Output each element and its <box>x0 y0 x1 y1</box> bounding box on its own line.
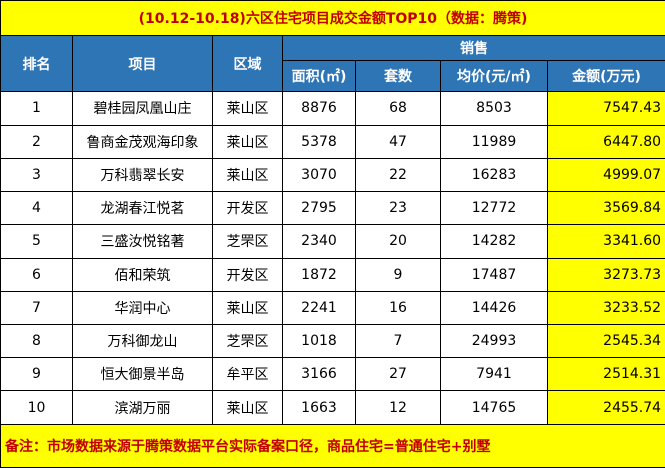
table-cell: 莱山区 <box>212 124 283 159</box>
table-cell: 牟平区 <box>212 357 283 392</box>
table-cell: 3166 <box>282 357 356 392</box>
table-row: (10.12-10.18)六区住宅项目成交金额TOP10（数据：腾策) <box>0 0 665 37</box>
table-row: 1 碧桂园凤凰山庄 莱山区 8876 68 8503 7547.43 <box>0 91 665 126</box>
table-row: 7 华润中心 莱山区 2241 16 14426 3233.52 <box>0 290 665 326</box>
table-cell: 7941 <box>440 357 548 392</box>
table-row: 5 三盛汝悦铭著 芝罘区 2340 20 14282 3341.60 <box>0 224 665 259</box>
table-cell: 20 <box>355 224 441 259</box>
title: (10.12-10.18)六区住宅项目成交金额TOP10（数据：腾策) <box>0 0 665 37</box>
table-cell: 1018 <box>282 324 356 359</box>
table-cell: 莱山区 <box>212 290 283 326</box>
table-row: 9 恒大御景半岛 牟平区 3166 27 7941 2514.31 <box>0 357 665 392</box>
table-cell: 3273.73 <box>546 257 665 292</box>
table-cell: 万科翡翠长安 <box>72 157 213 193</box>
table-cell: 6447.80 <box>546 124 665 159</box>
column-header: 区域 <box>212 35 283 93</box>
table-cell: 3 <box>0 157 73 193</box>
table-row: 3 万科翡翠长安 莱山区 3070 22 16283 4999.07 <box>0 157 665 193</box>
table-cell: 1 <box>0 91 73 126</box>
table-cell: 17487 <box>440 257 548 292</box>
table-cell: 14282 <box>440 224 548 259</box>
table-cell: 2340 <box>282 224 356 259</box>
column-header: 套数 <box>355 60 441 93</box>
table-cell: 莱山区 <box>212 157 283 193</box>
table-cell: 12772 <box>440 191 548 226</box>
table-cell: 恒大御景半岛 <box>72 357 213 392</box>
column-header: 面积(㎡) <box>282 60 356 93</box>
table-cell: 滨湖万丽 <box>72 390 213 425</box>
table-cell: 16 <box>355 290 441 326</box>
table-cell: 7 <box>0 290 73 326</box>
table-cell: 5 <box>0 224 73 259</box>
table-cell: 鲁商金茂观海印象 <box>72 124 213 159</box>
table-cell: 2514.31 <box>546 357 665 392</box>
table-row: 10 滨湖万丽 莱山区 1663 12 14765 2455.74 <box>0 390 665 425</box>
table-cell: 22 <box>355 157 441 193</box>
table-cell: 5378 <box>282 124 356 159</box>
table-cell: 7547.43 <box>546 91 665 126</box>
table-cell: 27 <box>355 357 441 392</box>
table-cell: 4 <box>0 191 73 226</box>
table-cell: 3070 <box>282 157 356 193</box>
table-cell: 莱山区 <box>212 91 283 126</box>
table-cell: 10 <box>0 390 73 425</box>
table-cell: 8 <box>0 324 73 359</box>
table-cell: 1872 <box>282 257 356 292</box>
table-cell: 开发区 <box>212 257 283 292</box>
table-cell: 万科御龙山 <box>72 324 213 359</box>
table-cell: 4999.07 <box>546 157 665 193</box>
table-cell: 莱山区 <box>212 390 283 425</box>
table-cell: 16283 <box>440 157 548 193</box>
table-cell: 11989 <box>440 124 548 159</box>
table-row: 2 鲁商金茂观海印象 莱山区 5378 47 11989 6447.80 <box>0 124 665 159</box>
table-cell: 24993 <box>440 324 548 359</box>
table-cell: 龙湖春江悦茗 <box>72 191 213 226</box>
table-cell: 9 <box>355 257 441 292</box>
footnote: 备注：市场数据来源于腾策数据平台实际备案口径，商品住宅=普通住宅+别墅 <box>0 423 665 468</box>
table-row: 面积(㎡) 套数 均价(元/㎡) 金额(万元) <box>1 60 665 93</box>
table-cell: 3341.60 <box>546 224 665 259</box>
table-cell: 华润中心 <box>72 290 213 326</box>
table-row: 6 佰和荣筑 开发区 1872 9 17487 3273.73 <box>0 257 665 292</box>
table-cell: 12 <box>355 390 441 425</box>
table-cell: 2241 <box>282 290 356 326</box>
table-cell: 2545.34 <box>546 324 665 359</box>
table-cell: 芝罘区 <box>212 224 283 259</box>
table-cell: 2 <box>0 124 73 159</box>
table-cell: 23 <box>355 191 441 226</box>
table-cell: 开发区 <box>212 191 283 226</box>
table-cell: 1663 <box>282 390 356 425</box>
table-row: 排名 项目 区域 销售 <box>0 35 665 93</box>
table-cell: 2795 <box>282 191 356 226</box>
column-header: 金额(万元) <box>546 60 665 93</box>
group-header: 销售 <box>281 35 665 62</box>
table-cell: 14765 <box>440 390 548 425</box>
table-cell: 碧桂园凤凰山庄 <box>72 91 213 126</box>
table-cell: 14426 <box>440 290 548 326</box>
table-cell: 芝罘区 <box>212 324 283 359</box>
table-cell: 8876 <box>282 91 356 126</box>
table-cell: 2455.74 <box>546 390 665 425</box>
column-header: 均价(元/㎡) <box>440 60 548 93</box>
table-cell: 47 <box>355 124 441 159</box>
table-cell: 68 <box>355 91 441 126</box>
table-cell: 3233.52 <box>546 290 665 326</box>
table-cell: 7 <box>355 324 441 359</box>
table-cell: 9 <box>0 357 73 392</box>
table-row: 4 龙湖春江悦茗 开发区 2795 23 12772 3569.84 <box>0 191 665 226</box>
table-cell: 三盛汝悦铭著 <box>72 224 213 259</box>
column-header: 项目 <box>72 35 213 93</box>
table-cell: 8503 <box>440 91 548 126</box>
table-cell: 3569.84 <box>546 191 665 226</box>
table-row: 8 万科御龙山 芝罘区 1018 7 24993 2545.34 <box>0 324 665 359</box>
column-header: 排名 <box>0 35 73 93</box>
table-cell: 佰和荣筑 <box>72 257 213 292</box>
table-cell: 6 <box>0 257 73 292</box>
table-row: 备注：市场数据来源于腾策数据平台实际备案口径，商品住宅=普通住宅+别墅 <box>0 423 665 468</box>
